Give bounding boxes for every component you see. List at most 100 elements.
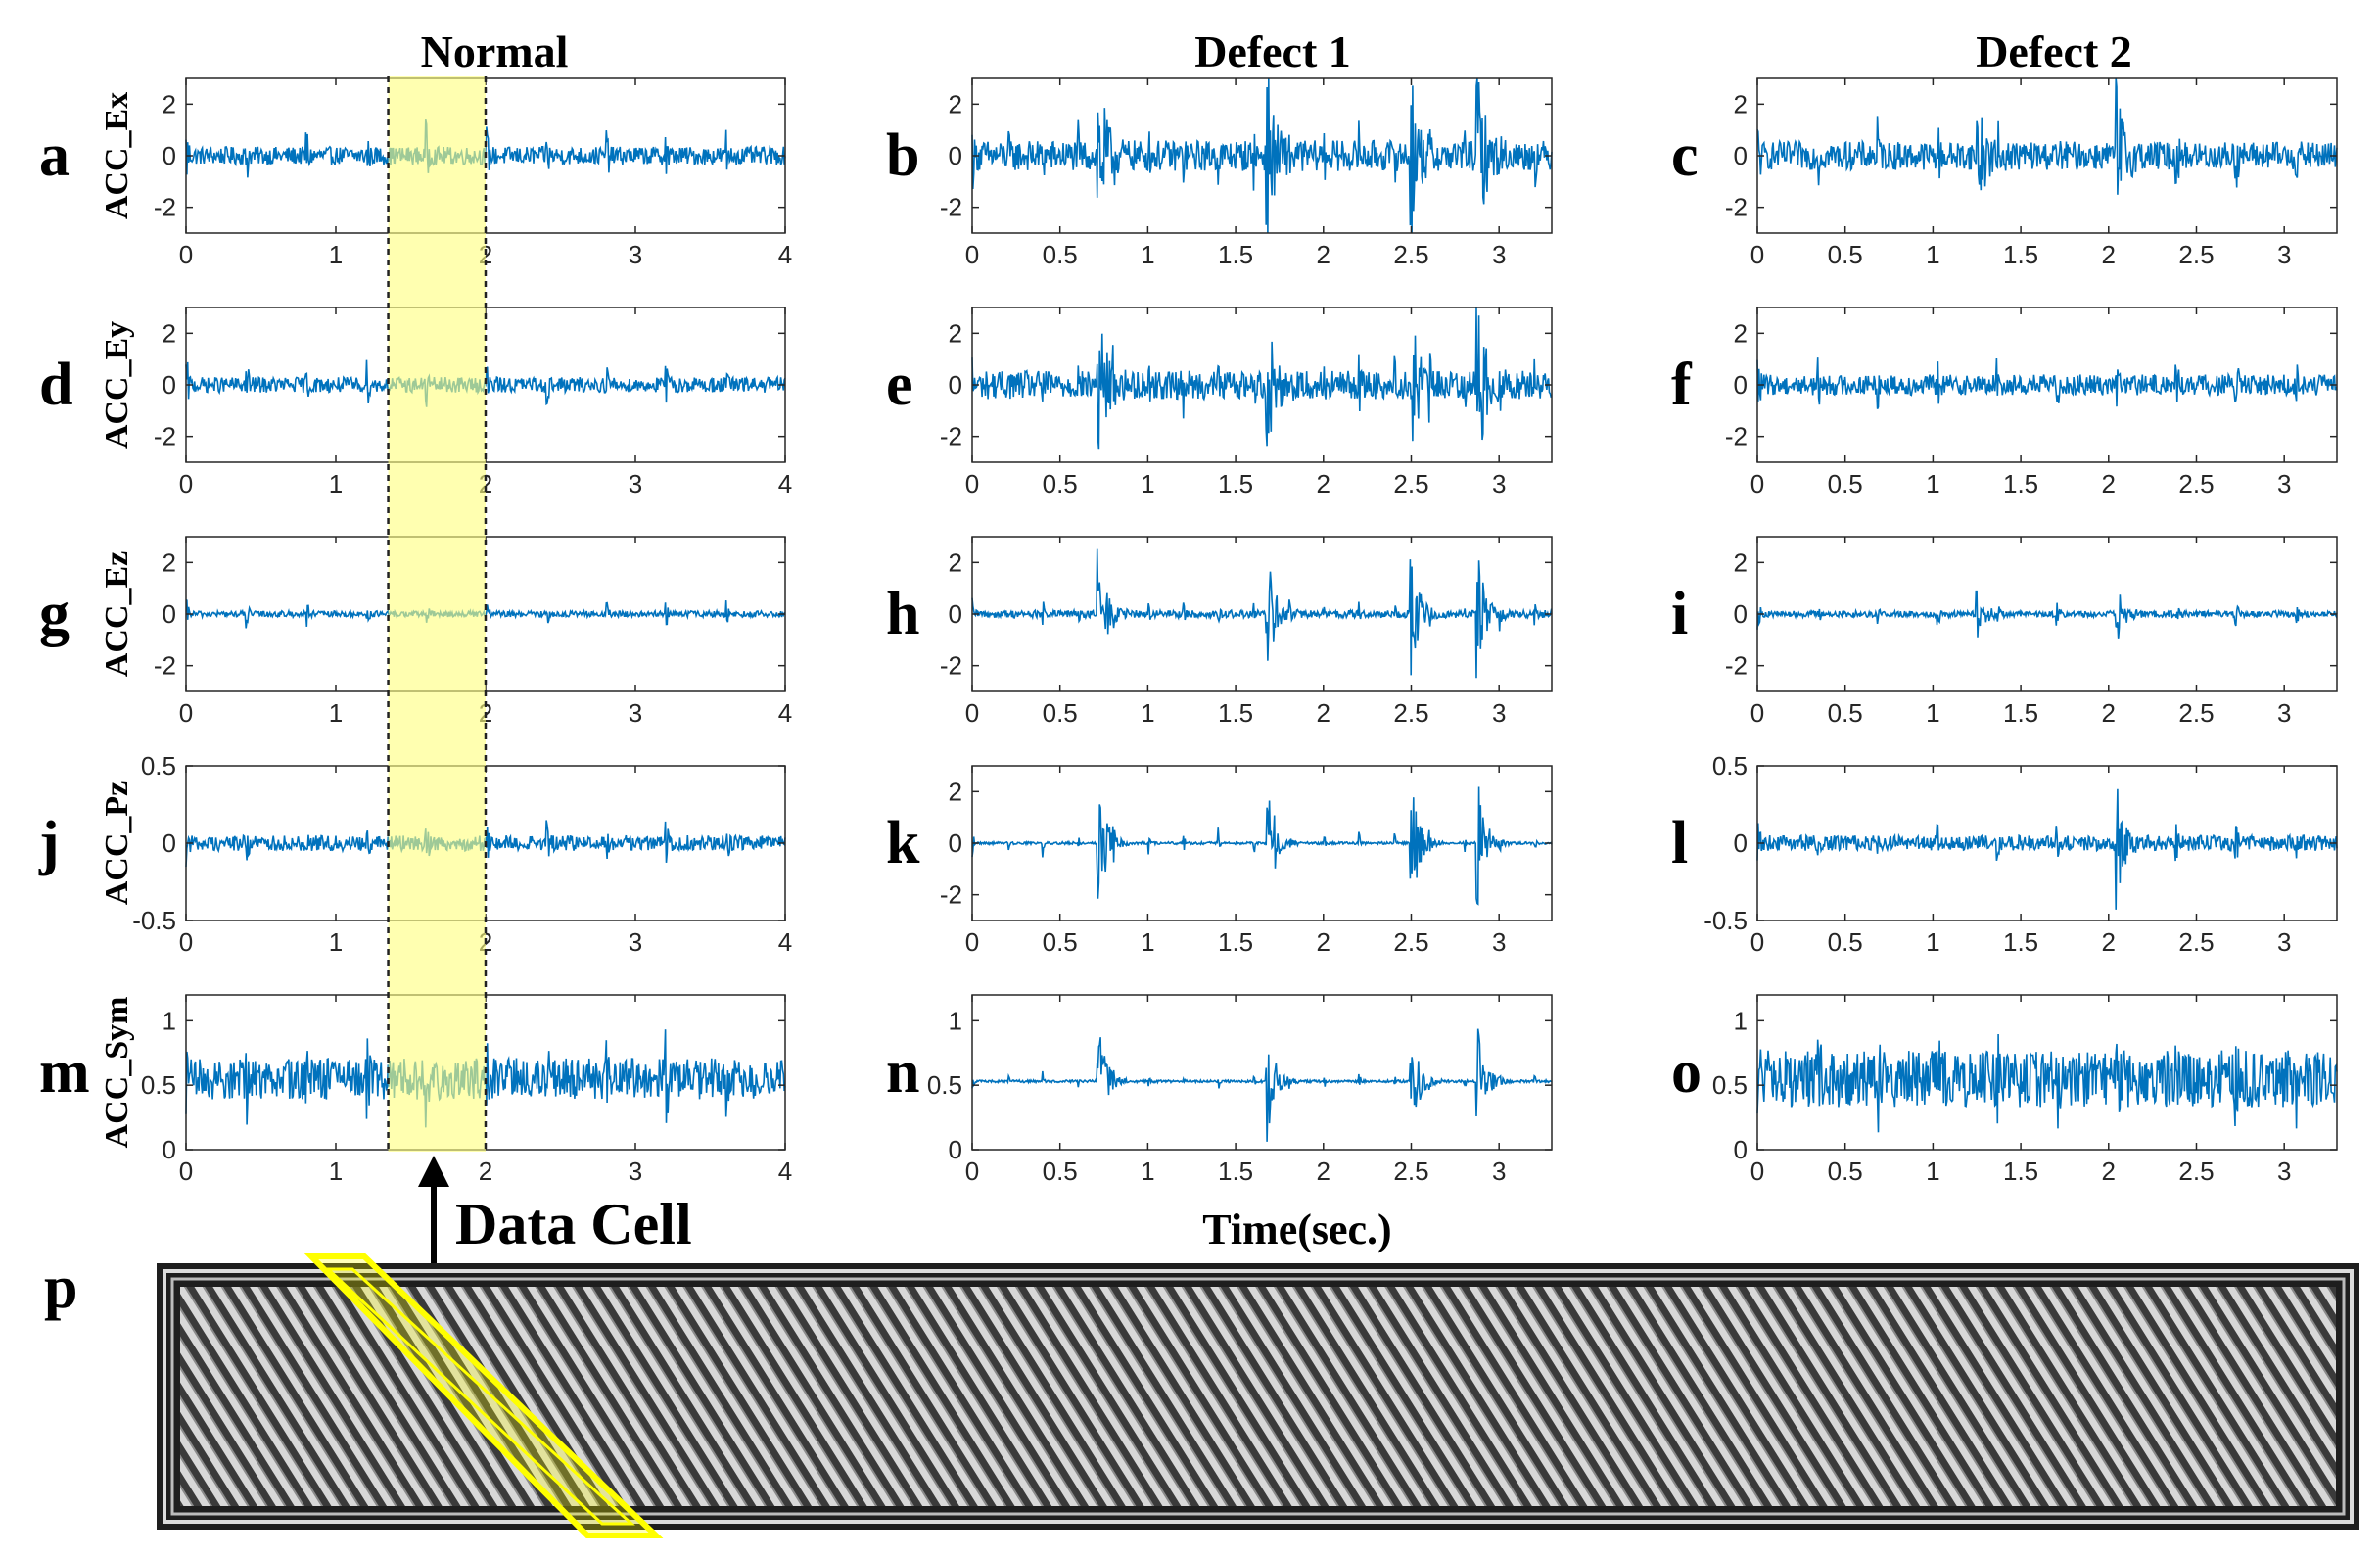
x-tick-label-o-6: 3 [2277,1157,2291,1186]
y-tick-label-a-0: -2 [154,193,176,222]
y-tick-label-g-1: 0 [163,599,176,629]
x-tick-label-a-0: 0 [179,240,193,269]
x-tick-label-j-3: 3 [629,927,642,957]
axes-box-o [1756,994,2338,1151]
x-tick-label-a-3: 3 [629,240,642,269]
panel-h: h0 0.5 1 1.5 2 2.5 3-202 [886,536,1553,728]
y-axis-label-g: ACC_Ez [99,551,135,677]
panel-l: l0 0.5 1 1.5 2 2.5 3-0.500.5 [1671,751,2338,957]
signal-trace-l [1756,788,2338,910]
y-tick-label-o-2: 1 [1734,1006,1748,1035]
x-tick-label-c-0: 0 [1750,240,1764,269]
x-tick-label-e-5: 2.5 [1393,469,1428,498]
panel-n: n 0 0.5 1 1.5 2 2.5 3 0 0.5 1 [886,994,1553,1186]
x-tick-label-c-6: 3 [2277,240,2291,269]
panel-e: e0 0.5 1 1.5 2 2.5 3-202 [886,307,1553,498]
y-tick-label-o-0: 0 [1734,1135,1748,1164]
panel-label-n: n [886,1039,919,1106]
x-tick-label-h-4: 2 [1317,698,1330,728]
panel-i: i0 0.5 1 1.5 2 2.5 3-202 [1671,536,2338,728]
x-tick-label-d-4: 4 [778,469,792,498]
x-tick-label-i-6: 3 [2277,698,2291,728]
x-tick-label-k-3: 1.5 [1218,927,1253,957]
panel-label-a: a [39,122,70,189]
y-tick-label-l-2: 0.5 [1712,751,1748,780]
x-tick-label-e-2: 1 [1141,469,1154,498]
signal-trace-i [1756,590,2338,639]
panel-o: o 0 0.5 1 1.5 2 2.5 3 0 0.5 1 [1671,994,2338,1186]
y-axis-label-m: ACC_Sym [99,997,135,1149]
x-tick-label-c-4: 2 [2102,240,2116,269]
x-tick-label-e-4: 2 [1317,469,1330,498]
x-axis-label: Time(sec.) [1202,1205,1391,1253]
x-tick-label-i-1: 0.5 [1828,698,1863,728]
y-tick-label-g-2: 2 [163,547,176,577]
signal-trace-f [1756,357,2338,409]
panel-label-i: i [1671,581,1688,647]
x-tick-label-f-3: 1.5 [2003,469,2038,498]
x-tick-label-o-3: 1.5 [2003,1157,2038,1186]
y-tick-label-d-0: -2 [154,422,176,451]
column-title-defect-2: Defect 2 [1976,26,2132,76]
column-titles: Normal Defect 1 Defect 2 [421,26,2132,76]
x-tick-label-c-1: 0.5 [1828,240,1863,269]
x-tick-label-h-6: 3 [1492,698,1506,728]
x-tick-label-n-1: 0.5 [1043,1157,1078,1186]
x-tick-label-n-5: 2.5 [1393,1157,1428,1186]
y-tick-label-l-1: 0 [1734,828,1748,858]
x-tick-label-e-6: 3 [1492,469,1506,498]
x-tick-label-h-5: 2.5 [1393,698,1428,728]
y-tick-label-i-2: 2 [1734,547,1748,577]
x-tick-label-i-0: 0 [1750,698,1764,728]
x-tick-label-n-4: 2 [1317,1157,1330,1186]
x-tick-label-o-1: 0.5 [1828,1157,1863,1186]
axes-box-n [971,994,1553,1151]
x-tick-label-m-0: 0 [179,1157,193,1186]
bottom-annotations: Time(sec.) Data Cell p [44,1156,2359,1538]
signal-trace-c [1756,77,2338,195]
y-tick-label-m-1: 0.5 [141,1070,176,1100]
x-tick-label-k-4: 2 [1317,927,1330,957]
x-tick-label-f-1: 0.5 [1828,469,1863,498]
panel-b: b0 0.5 1 1.5 2 2.5 3-202 [886,77,1553,269]
panel-label-j: j [38,810,60,876]
x-tick-label-h-3: 1.5 [1218,698,1253,728]
x-tick-label-b-4: 2 [1317,240,1330,269]
y-tick-label-k-2: 2 [949,777,962,806]
y-tick-label-l-0: -0.5 [1703,906,1748,935]
x-tick-label-l-2: 1 [1926,927,1939,957]
data-cell-label: Data Cell [455,1192,692,1256]
x-tick-label-e-1: 0.5 [1043,469,1078,498]
y-tick-label-f-1: 0 [1734,370,1748,400]
y-tick-label-a-2: 2 [163,89,176,118]
x-tick-label-e-0: 0 [965,469,979,498]
panel-label-f: f [1671,352,1693,418]
panel-label-o: o [1671,1039,1702,1106]
panel-c: c0 0.5 1 1.5 2 2.5 3-202 [1671,77,2338,269]
y-axis-label-j: ACC_Pz [99,781,135,906]
panel-f: f0 0.5 1 1.5 2 2.5 3-202 [1671,307,2338,498]
panels-grid: a01234-202ACC_Exb00.511.522.53-202c00.51… [38,77,2338,1186]
y-axis-label-d: ACC_Ey [99,321,135,449]
x-tick-label-n-3: 1.5 [1218,1157,1253,1186]
x-tick-label-d-1: 1 [329,469,343,498]
x-tick-label-l-3: 1.5 [2003,927,2038,957]
x-tick-label-k-1: 0.5 [1043,927,1078,957]
x-tick-label-j-4: 4 [778,927,792,957]
y-tick-label-i-1: 0 [1734,599,1748,629]
y-axis-label-a: ACC_Ex [99,92,135,219]
signal-trace-k [971,786,1553,906]
scan-pattern-image [157,1263,2359,1530]
panel-label-m: m [39,1039,90,1106]
x-tick-label-l-5: 2.5 [2178,927,2214,957]
x-tick-label-g-1: 1 [329,698,343,728]
panel-k: k0 0.5 1 1.5 2 2.5 3-202 [886,765,1553,957]
y-tick-label-e-2: 2 [949,318,962,348]
x-tick-label-f-6: 3 [2277,469,2291,498]
y-tick-label-m-2: 1 [163,1006,176,1035]
x-tick-label-e-3: 1.5 [1218,469,1253,498]
x-tick-label-i-2: 1 [1926,698,1939,728]
highlight-band [388,76,486,1152]
panel-label-h: h [886,581,919,647]
x-tick-label-f-2: 1 [1926,469,1939,498]
